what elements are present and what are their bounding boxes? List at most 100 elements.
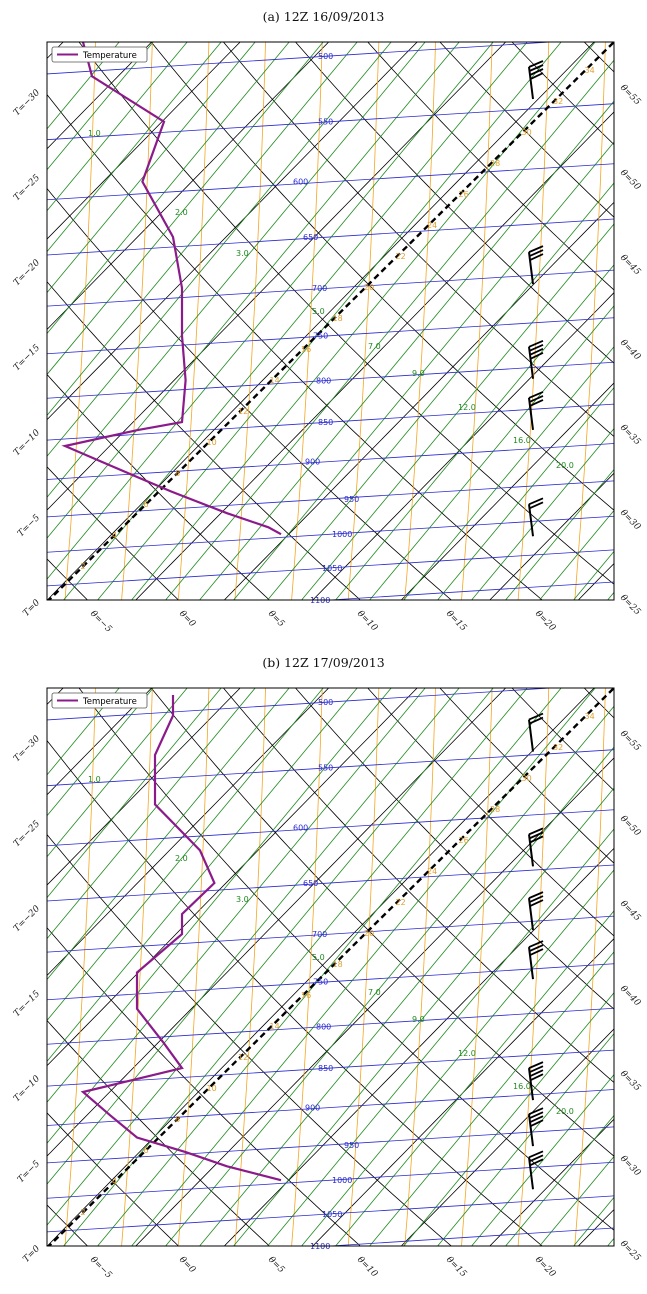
isobar-line bbox=[47, 103, 614, 141]
wind-barb-staff bbox=[528, 1068, 534, 1101]
mixing-ratio-label: 16.0 bbox=[513, 436, 531, 445]
wind-barb bbox=[528, 1150, 544, 1190]
isobar-line bbox=[47, 864, 614, 902]
mixing-ratio-label: 12.0 bbox=[458, 403, 476, 412]
wind-barb-flag bbox=[529, 253, 544, 261]
moist-adiabat-label: 20 bbox=[364, 283, 374, 292]
wind-barb-staff bbox=[528, 1114, 534, 1147]
moist-adiabat-label: 22 bbox=[396, 898, 406, 907]
mixing-ratio-line bbox=[47, 42, 358, 416]
mixing-ratio-line bbox=[47, 688, 460, 1185]
mixing-ratio-label: 7.0 bbox=[368, 342, 381, 351]
isobar-label: 1050 bbox=[322, 564, 342, 573]
parcel-line bbox=[47, 42, 614, 600]
wind-barb-flag bbox=[530, 1073, 544, 1081]
isobar-line bbox=[47, 269, 614, 307]
moist-adiabat-line bbox=[347, 42, 380, 600]
moist-adiabat-label: 16 bbox=[301, 345, 311, 354]
parcel-line bbox=[47, 688, 614, 1246]
bottom-axis-label: θ=−5 bbox=[88, 1255, 114, 1281]
right-axis-label: θ=30 bbox=[618, 1154, 643, 1179]
moist-adiabat-label: 24 bbox=[427, 221, 437, 230]
temperature-line bbox=[80, 695, 282, 1182]
isobar-label: 700 bbox=[312, 284, 327, 293]
isobar-line bbox=[47, 317, 614, 355]
isotherm-line bbox=[47, 42, 241, 240]
left-axis-label: T=−25 bbox=[12, 819, 42, 849]
moist-adiabat-label: 18 bbox=[333, 314, 343, 323]
legend-label: Temperature bbox=[82, 697, 137, 707]
mixing-ratio-line bbox=[505, 1114, 614, 1246]
mixing-ratio-line bbox=[403, 346, 614, 600]
right-axis-label: θ=55 bbox=[618, 729, 643, 754]
wind-barb-flag bbox=[528, 1061, 544, 1069]
wind-barb bbox=[528, 245, 544, 285]
moist-adiabat-label: 20 bbox=[364, 929, 374, 938]
mixing-ratio-line bbox=[369, 305, 614, 600]
left-axis-label: T=−20 bbox=[12, 258, 42, 288]
isobar-label: 800 bbox=[316, 1022, 331, 1031]
moist-adiabat-label: 26 bbox=[459, 190, 469, 199]
wind-barb bbox=[528, 891, 544, 931]
wind-barb-flag bbox=[529, 1154, 544, 1163]
isotherm-line bbox=[47, 688, 507, 1157]
moist-adiabat-label: 16 bbox=[301, 991, 311, 1000]
isotherm-line bbox=[489, 1118, 614, 1246]
moist-adiabat-line bbox=[121, 688, 153, 1246]
right-axis-label: θ=30 bbox=[618, 508, 643, 533]
mixing-ratio-line bbox=[199, 100, 614, 600]
isobar-line bbox=[47, 1126, 614, 1164]
isobar-line bbox=[47, 403, 614, 441]
moist-adiabat-label: 4 bbox=[112, 1177, 117, 1186]
mixing-ratio-label: 2.0 bbox=[175, 208, 188, 217]
isobar-label: 1050 bbox=[322, 1210, 342, 1219]
wind-barb-flag bbox=[528, 827, 544, 836]
mixing-ratio-line bbox=[47, 688, 426, 1144]
mixing-ratio-line bbox=[573, 1196, 614, 1246]
mixing-ratio-line bbox=[471, 1073, 614, 1246]
moist-adiabat-label: 4 bbox=[112, 531, 117, 540]
isobar-line bbox=[47, 1195, 614, 1233]
wind-barb bbox=[528, 391, 544, 431]
wind-barb-flag bbox=[529, 831, 544, 840]
moist-adiabat-label: 8 bbox=[175, 469, 180, 478]
right-axis-label: θ=35 bbox=[618, 1069, 643, 1094]
right-axis-label: θ=55 bbox=[618, 83, 643, 108]
wind-barb-flag bbox=[528, 1150, 544, 1159]
moist-adiabat-line bbox=[461, 688, 493, 1246]
moist-adiabat-label: 28 bbox=[490, 805, 500, 814]
mixing-ratio-label: 5.0 bbox=[312, 953, 325, 962]
mixing-ratio-line bbox=[471, 427, 614, 600]
skewt-chart-b: 5005506006507007508008509009501000105011… bbox=[12, 676, 647, 1281]
isobar-line bbox=[47, 361, 614, 399]
wind-barb-staff bbox=[528, 834, 534, 867]
mixing-ratio-line bbox=[437, 387, 614, 600]
left-axis-label: T=−10 bbox=[12, 1074, 42, 1104]
isotherm-line bbox=[47, 688, 330, 977]
isobar-line bbox=[47, 515, 614, 553]
isotherm-line bbox=[47, 688, 418, 1067]
isotherm-line bbox=[47, 688, 64, 706]
wind-barb-flag bbox=[528, 245, 544, 253]
bottom-axis-label: θ=0 bbox=[177, 609, 197, 629]
isotherm-line bbox=[135, 757, 614, 1246]
bottom-axis-label: θ=10 bbox=[355, 1255, 380, 1280]
isotherm-line bbox=[312, 292, 614, 600]
bottom-axis-label: θ=15 bbox=[444, 609, 469, 634]
mixing-ratio-line bbox=[47, 42, 256, 294]
wind-barb-flag bbox=[528, 391, 544, 399]
moist-adiabat-label: 10 bbox=[207, 438, 217, 447]
mixing-ratio-line bbox=[233, 787, 614, 1246]
isobar-line bbox=[47, 42, 557, 75]
mixing-ratio-line bbox=[369, 951, 614, 1246]
dry-adiabat-line bbox=[47, 1112, 179, 1246]
moist-adiabat-line bbox=[234, 688, 266, 1246]
moist-adiabat-label: 24 bbox=[427, 867, 437, 876]
mixing-ratio-line bbox=[47, 42, 324, 376]
moist-adiabat-line bbox=[291, 688, 323, 1246]
isobar-line bbox=[47, 809, 614, 847]
moist-adiabat-line bbox=[631, 676, 647, 1246]
isotherm-line bbox=[47, 688, 241, 886]
mixing-ratio-line bbox=[47, 688, 494, 1226]
right-axis-label: θ=45 bbox=[618, 253, 643, 278]
